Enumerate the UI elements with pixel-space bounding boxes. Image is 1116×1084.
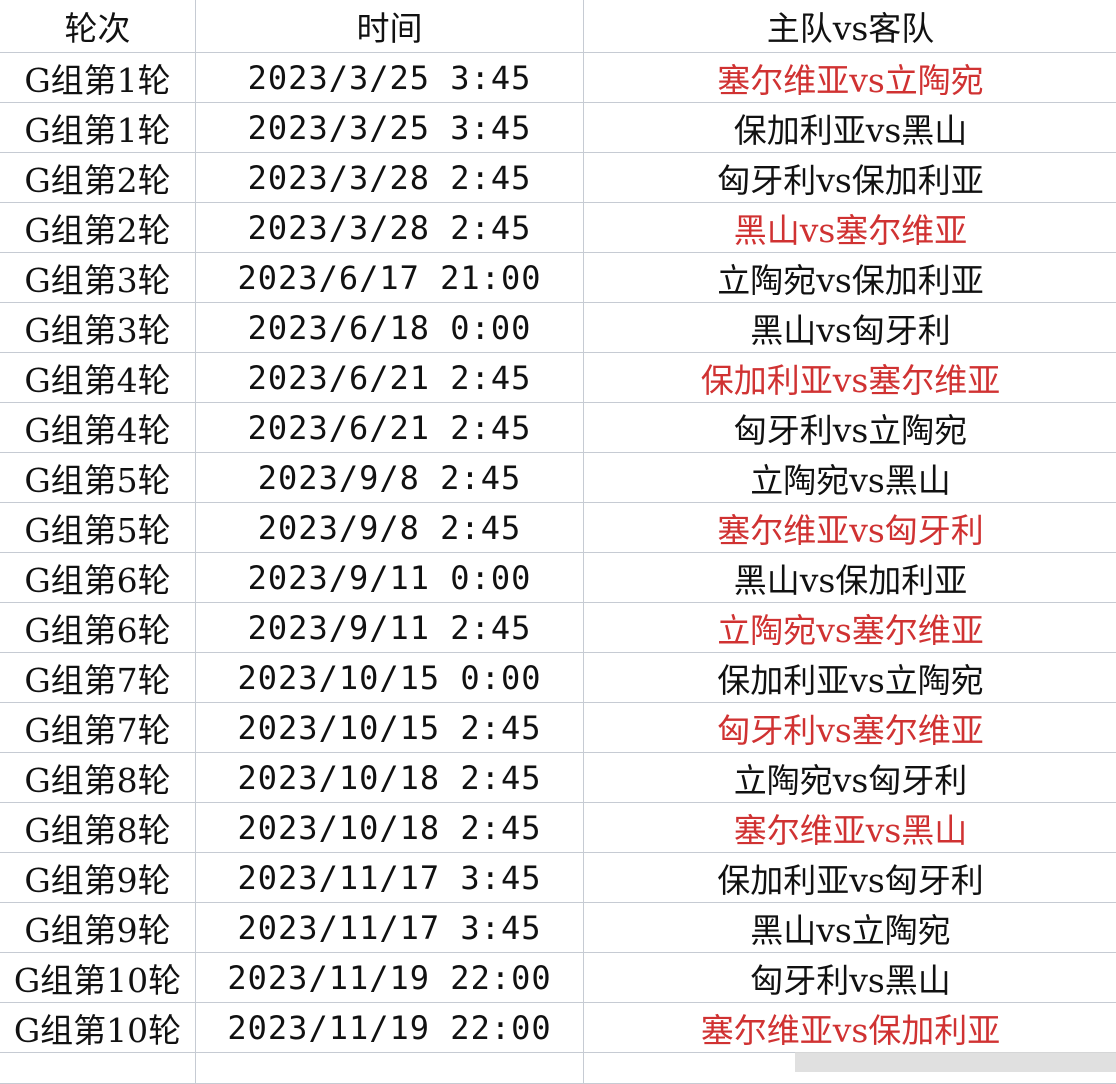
match-cell[interactable]: 匈牙利vs塞尔维亚 (584, 703, 1116, 753)
round-cell[interactable]: G组第10轮 (0, 1003, 196, 1053)
round-cell[interactable]: G组第8轮 (0, 753, 196, 803)
match-cell[interactable]: 黑山vs保加利亚 (584, 553, 1116, 603)
time-cell[interactable]: 2023/10/18 2:45 (196, 803, 584, 853)
header-time[interactable]: 时间 (196, 0, 584, 53)
time-cell[interactable]: 2023/6/17 21:00 (196, 253, 584, 303)
time-cell[interactable]: 2023/11/17 3:45 (196, 853, 584, 903)
round-cell[interactable]: G组第9轮 (0, 903, 196, 953)
time-cell[interactable]: 2023/10/15 0:00 (196, 653, 584, 703)
round-cell[interactable]: G组第2轮 (0, 153, 196, 203)
round-cell[interactable]: G组第4轮 (0, 403, 196, 453)
match-cell[interactable]: 匈牙利vs黑山 (584, 953, 1116, 1003)
match-cell[interactable]: 塞尔维亚vs黑山 (584, 803, 1116, 853)
round-cell[interactable]: G组第3轮 (0, 253, 196, 303)
match-cell[interactable]: 立陶宛vs匈牙利 (584, 753, 1116, 803)
time-cell[interactable]: 2023/9/8 2:45 (196, 503, 584, 553)
time-cell[interactable]: 2023/11/17 3:45 (196, 903, 584, 953)
round-cell[interactable]: G组第1轮 (0, 53, 196, 103)
match-cell[interactable]: 塞尔维亚vs保加利亚 (584, 1003, 1116, 1053)
time-cell[interactable]: 2023/3/25 3:45 (196, 53, 584, 103)
match-cell[interactable]: 黑山vs立陶宛 (584, 903, 1116, 953)
time-cell[interactable]: 2023/11/19 22:00 (196, 1003, 584, 1053)
round-cell[interactable]: G组第7轮 (0, 653, 196, 703)
time-cell[interactable]: 2023/3/28 2:45 (196, 203, 584, 253)
round-cell[interactable]: G组第10轮 (0, 953, 196, 1003)
round-cell[interactable]: G组第1轮 (0, 103, 196, 153)
time-cell[interactable]: 2023/9/11 0:00 (196, 553, 584, 603)
match-cell[interactable]: 保加利亚vs黑山 (584, 103, 1116, 153)
time-cell[interactable]: 2023/6/21 2:45 (196, 353, 584, 403)
time-cell[interactable]: 2023/9/11 2:45 (196, 603, 584, 653)
header-round[interactable]: 轮次 (0, 0, 196, 53)
time-cell[interactable]: 2023/10/15 2:45 (196, 703, 584, 753)
time-cell[interactable]: 2023/3/28 2:45 (196, 153, 584, 203)
match-cell[interactable]: 保加利亚vs立陶宛 (584, 653, 1116, 703)
match-cell[interactable]: 保加利亚vs匈牙利 (584, 853, 1116, 903)
match-cell[interactable]: 黑山vs匈牙利 (584, 303, 1116, 353)
match-cell[interactable]: 塞尔维亚vs匈牙利 (584, 503, 1116, 553)
header-row: 轮次 时间 主队vs客队 (0, 0, 1116, 53)
round-cell[interactable]: G组第6轮 (0, 553, 196, 603)
round-cell[interactable]: G组第7轮 (0, 703, 196, 753)
time-cell[interactable]: 2023/6/21 2:45 (196, 403, 584, 453)
time-cell[interactable]: 2023/9/8 2:45 (196, 453, 584, 503)
time-cell[interactable]: 2023/10/18 2:45 (196, 753, 584, 803)
round-cell[interactable]: G组第2轮 (0, 203, 196, 253)
match-cell[interactable]: 立陶宛vs黑山 (584, 453, 1116, 503)
round-cell[interactable]: G组第5轮 (0, 453, 196, 503)
round-cell[interactable]: G组第4轮 (0, 353, 196, 403)
round-cell[interactable]: G组第9轮 (0, 853, 196, 903)
round-cell[interactable]: G组第5轮 (0, 503, 196, 553)
match-cell[interactable]: 保加利亚vs塞尔维亚 (584, 353, 1116, 403)
match-cell[interactable]: 立陶宛vs塞尔维亚 (584, 603, 1116, 653)
empty-cell[interactable] (0, 1053, 196, 1084)
watermark (795, 1052, 1116, 1072)
round-cell[interactable]: G组第6轮 (0, 603, 196, 653)
time-cell[interactable]: 2023/3/25 3:45 (196, 103, 584, 153)
empty-cell[interactable] (196, 1053, 584, 1084)
time-cell[interactable]: 2023/6/18 0:00 (196, 303, 584, 353)
match-cell[interactable]: 黑山vs塞尔维亚 (584, 203, 1116, 253)
match-cell[interactable]: 匈牙利vs立陶宛 (584, 403, 1116, 453)
match-cell[interactable]: 立陶宛vs保加利亚 (584, 253, 1116, 303)
match-cell[interactable]: 匈牙利vs保加利亚 (584, 153, 1116, 203)
match-cell[interactable]: 塞尔维亚vs立陶宛 (584, 53, 1116, 103)
time-cell[interactable]: 2023/11/19 22:00 (196, 953, 584, 1003)
round-cell[interactable]: G组第3轮 (0, 303, 196, 353)
header-match[interactable]: 主队vs客队 (584, 0, 1116, 53)
round-cell[interactable]: G组第8轮 (0, 803, 196, 853)
